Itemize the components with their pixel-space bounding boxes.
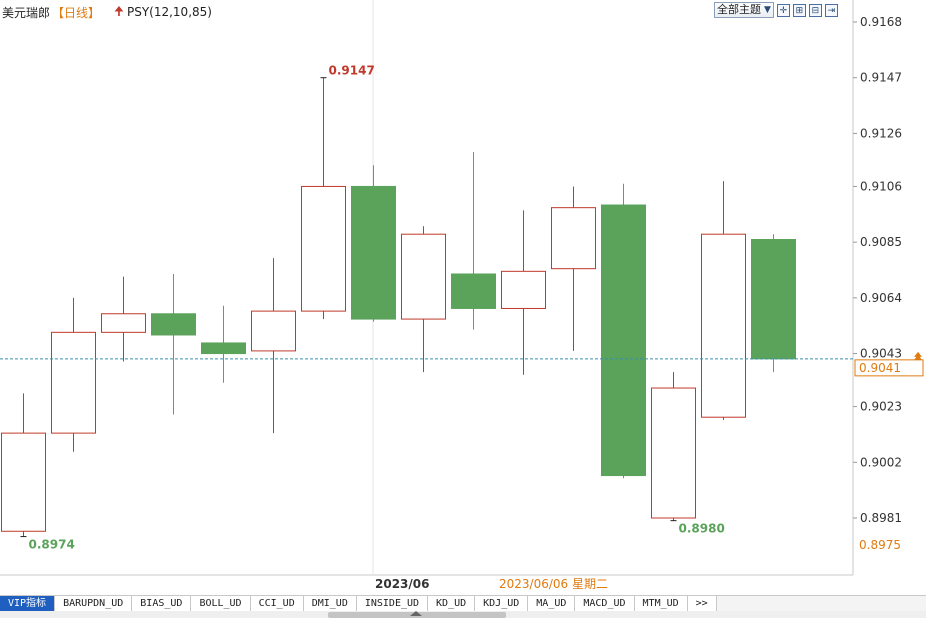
indicator-tab[interactable]: DMI_UD	[303, 596, 357, 612]
candle-body	[701, 233, 746, 418]
candle	[351, 165, 396, 322]
indicator-tab[interactable]: >>	[687, 596, 717, 612]
scrollbar[interactable]	[0, 611, 926, 618]
candle-body	[101, 313, 146, 333]
candle	[401, 226, 446, 373]
indicator-tabs: VIP指标 BARUPDN_UD BIAS_UD BOLL_UD CCI_UD DMI_U…	[0, 595, 926, 612]
candle-body	[51, 331, 96, 434]
candle-body	[601, 204, 646, 477]
chart-header: 美元瑞郎 【日线】 🠉 PSY(12,10,85)	[2, 3, 212, 21]
candle	[251, 258, 296, 434]
y-tick-label: 0.9126	[860, 126, 902, 140]
indicator-tab[interactable]: BOLL_UD	[191, 596, 251, 612]
overlays-layer: 0.9147 0.8974 0.8980 0.9041	[0, 64, 924, 552]
candle	[751, 234, 796, 373]
indicator-tab[interactable]: INSIDE_UD	[356, 596, 429, 612]
candle	[451, 151, 496, 330]
candle-body	[301, 185, 346, 312]
candle-body	[401, 233, 446, 320]
candle-body	[651, 387, 696, 519]
candle	[51, 297, 96, 452]
y-tick-label: 0.9002	[860, 455, 902, 469]
cursor-date-label: 2023/06/06 星期二	[499, 577, 608, 591]
candle	[151, 273, 196, 415]
y-tick-label: 0.9085	[860, 235, 902, 249]
extreme-label: 0.8980	[679, 522, 725, 536]
up-arrow-icon: 🠉	[114, 3, 124, 18]
candle	[101, 276, 146, 362]
extreme-label: 0.8974	[29, 538, 75, 552]
indicator-tab[interactable]: MTM_UD	[634, 596, 688, 612]
indicator-tab[interactable]: VIP指标	[0, 596, 56, 612]
zoom-in-icon[interactable]: ⊞	[792, 3, 806, 17]
indicator-tab[interactable]: MA_UD	[528, 596, 576, 612]
candle-body	[501, 270, 546, 309]
chevron-down-icon: ▼	[764, 5, 771, 15]
y-tick-label: 0.9023	[860, 400, 902, 414]
y-tick-label: 0.8981	[860, 511, 902, 525]
candle-body	[1, 432, 46, 532]
indicator-tab[interactable]: BARUPDN_UD	[55, 596, 133, 612]
current-price-box	[854, 359, 924, 377]
price-axis: 0.9168 0.9147 0.9126 0.9106 0.9085 0.9064 0.90…	[853, 15, 902, 552]
indicator-tab[interactable]: MACD_UD	[575, 596, 635, 612]
y-tick-label: 0.9064	[860, 291, 902, 305]
chart-toolbar: 全部主题 ▼ ✛ ⊞ ⊟ ⇥	[714, 2, 838, 18]
candle	[651, 372, 696, 521]
indicator-tab[interactable]: CCI_UD	[250, 596, 304, 612]
candles-layer	[1, 77, 796, 537]
y-tick-label: 0.9168	[860, 15, 902, 29]
theme-select[interactable]: 全部主题 ▼	[714, 2, 774, 18]
step-forward-icon[interactable]: ⇥	[824, 3, 838, 17]
symbol-name: 美元瑞郎	[2, 5, 51, 20]
indicator-tab[interactable]: KDJ_UD	[475, 596, 529, 612]
indicator-tab[interactable]: BIAS_UD	[132, 596, 192, 612]
theme-select-label: 全部主题	[717, 3, 761, 16]
indicator-tab[interactable]: KD_UD	[428, 596, 476, 612]
scroll-grip-icon	[410, 611, 422, 616]
candle-body	[351, 185, 396, 320]
y-tick-label: 0.9106	[860, 179, 902, 193]
cursor-price-label: 0.8975	[859, 538, 901, 552]
candle	[701, 181, 746, 420]
y-tick-label: 0.9147	[860, 71, 902, 85]
indicator-name: PSY(12,10,85)	[126, 5, 212, 19]
y-tick-label: 0.9043	[860, 347, 902, 361]
candle	[201, 305, 246, 383]
candle-body	[551, 207, 596, 270]
price-marker-icon	[914, 351, 922, 357]
x-tick-label: 2023/06	[375, 577, 429, 591]
period-label[interactable]: 【日线】	[52, 5, 101, 20]
extreme-label: 0.9147	[329, 64, 375, 78]
candle-body	[751, 238, 796, 360]
candle	[1, 393, 46, 537]
candle-body	[151, 313, 196, 336]
crosshair-icon[interactable]: ✛	[776, 3, 790, 17]
indicator-label[interactable]: 🠉 PSY(12,10,85)	[114, 2, 212, 23]
candle	[301, 77, 346, 320]
time-axis: 2023/06 2023/06/06 星期二	[375, 577, 608, 591]
zoom-out-icon[interactable]: ⊟	[808, 3, 822, 17]
candle	[501, 210, 546, 375]
candle	[551, 186, 596, 351]
current-price-label: 0.9041	[859, 361, 901, 375]
candle-body	[201, 342, 246, 355]
candle-body	[451, 273, 496, 309]
candle	[601, 183, 646, 479]
price-marker-icon	[914, 354, 922, 360]
candle-body	[251, 310, 296, 352]
